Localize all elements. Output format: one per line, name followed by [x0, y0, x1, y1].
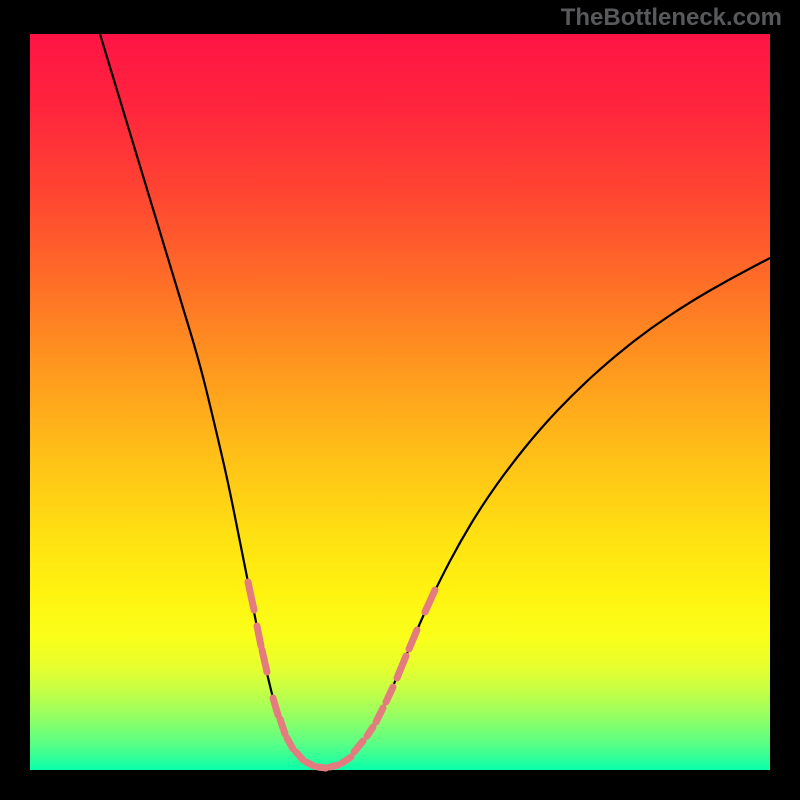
watermark-text: TheBottleneck.com [561, 4, 782, 32]
plot-gradient-background [30, 34, 770, 770]
